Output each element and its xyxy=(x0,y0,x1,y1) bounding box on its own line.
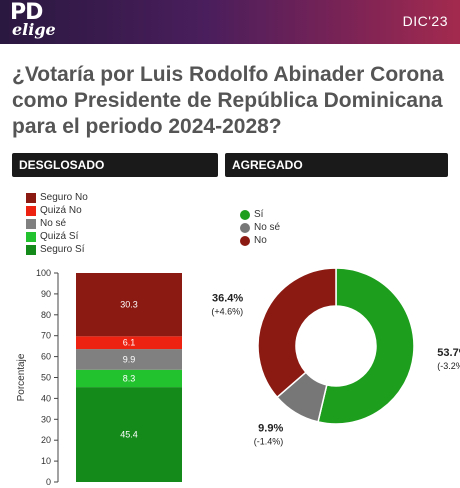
bar-segment-label-seguro-si: 45.4 xyxy=(120,430,138,440)
donut-label-no: 36.4% xyxy=(212,293,243,305)
logo-elige-text: elige xyxy=(12,20,56,39)
donut-legend: Sí No sé No xyxy=(240,209,320,249)
legend-swatch-no-se xyxy=(26,219,36,229)
legend-swatch-seguro-si xyxy=(26,245,36,255)
legend-swatch-seguro-no xyxy=(26,193,36,203)
legend-swatch-no xyxy=(240,236,250,246)
bar-legend: Seguro No Quizá No No sé Quizá Sí Seguro… xyxy=(26,192,146,262)
y-tick-label: 20 xyxy=(41,435,51,445)
legend-label-quiza-si: Quizá Sí xyxy=(40,231,79,242)
legend-label-si: Sí xyxy=(254,209,264,220)
y-axis-title: Porcentaje xyxy=(16,353,27,401)
bar-segment-label-no-se: 9.9 xyxy=(123,354,136,364)
donut-change-no: (+4.6%) xyxy=(211,307,243,317)
panel-header-desglosado: DESGLOSADO xyxy=(12,153,218,177)
legend-label-no-se: No sé xyxy=(40,218,67,229)
legend-label-no: No xyxy=(254,235,267,246)
legend-swatch-quiza-no xyxy=(26,206,36,216)
bar-segment-seguro-si xyxy=(76,387,182,482)
bar-segment-label-quiza-si: 8.3 xyxy=(123,373,136,383)
y-tick-label: 90 xyxy=(41,289,51,299)
logo-pd-text: PD xyxy=(10,0,43,25)
bar-segment-label-seguro-no: 30.3 xyxy=(120,300,138,310)
y-tick-label: 80 xyxy=(41,310,51,320)
legend-swatch-quiza-si xyxy=(26,232,36,242)
y-tick-label: 70 xyxy=(41,331,51,341)
bar-segment-no-se xyxy=(76,349,182,370)
legend-label-seguro-no: Seguro No xyxy=(40,192,88,203)
top-banner: PD elige DIC'23 xyxy=(0,0,460,44)
legend-swatch-no-se-donut xyxy=(240,223,250,233)
y-tick-label: 40 xyxy=(41,393,51,403)
donut-slice-no xyxy=(257,267,337,399)
donut-label-si: 53.7% xyxy=(437,347,460,359)
y-tick-label: 100 xyxy=(36,268,51,278)
legend-label-seguro-si: Seguro Sí xyxy=(40,244,85,255)
bar-segment-seguro-no xyxy=(76,273,182,337)
page-title: ¿Votaría por Luis Rodolfo Abinader Coron… xyxy=(12,63,444,138)
y-tick-label: 0 xyxy=(46,477,51,487)
y-tick-label: 30 xyxy=(41,414,51,424)
bar-segment-label-quiza-no: 6.1 xyxy=(123,338,136,348)
donut-label-no-se-donut: 9.9% xyxy=(258,422,283,434)
bar-segment-quiza-no xyxy=(76,336,182,350)
donut-change-si: (-3.2%) xyxy=(437,361,460,371)
y-tick-label: 10 xyxy=(41,456,51,466)
bar-segment-quiza-si xyxy=(76,369,182,388)
panel-header-agregado: AGREGADO xyxy=(225,153,448,177)
donut-slice-si xyxy=(317,267,415,425)
y-tick-label: 50 xyxy=(41,373,51,383)
donut-change-no-se-donut: (-1.4%) xyxy=(254,436,284,446)
legend-label-no-se-donut: No sé xyxy=(254,222,281,233)
legend-label-quiza-no: Quizá No xyxy=(40,205,82,216)
y-tick-label: 60 xyxy=(41,352,51,362)
pd-elige-logo: PD elige xyxy=(10,0,56,42)
legend-swatch-si xyxy=(240,210,250,220)
date-badge: DIC'23 xyxy=(402,13,448,29)
